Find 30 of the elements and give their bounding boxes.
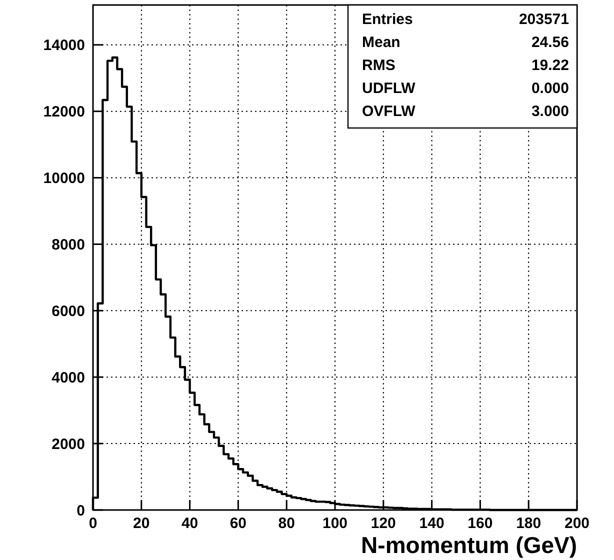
x-tick-label: 120 [370,515,396,532]
y-tick-label: 0 [76,502,85,520]
y-tick-label: 12000 [43,104,85,121]
x-axis-title: N-momentum (GeV) [361,532,577,558]
x-tick-label: 80 [278,515,295,532]
annotation: Mean [362,34,400,51]
x-tick-label: 0 [88,515,98,532]
annotation: 203571 [518,11,569,28]
y-tick-label: 4000 [52,369,85,386]
annotation: 24.56 [531,34,569,51]
annotation: OVFLW [362,103,416,120]
annotation: 3.000 [531,103,569,120]
x-tick-label: 40 [181,515,198,532]
x-tick-label: 140 [419,515,444,532]
y-tick-label: 14000 [43,37,85,54]
y-tick-label: 8000 [52,236,85,254]
x-tick-label: 100 [322,515,348,532]
y-tick-label: 2000 [52,436,85,453]
annotation: UDFLW [362,80,416,97]
y-tick-label: 6000 [52,302,85,320]
x-tick-label: 160 [468,515,493,532]
annotation: 19.22 [531,57,569,74]
y-tick-label: 10000 [43,170,85,188]
x-tick-label: 20 [133,515,150,532]
annotation: Entries [362,11,413,28]
annotation: 0.000 [531,80,569,97]
x-tick-label: 180 [516,515,542,532]
x-tick-label: 200 [564,515,590,532]
annotation: RMS [362,57,396,74]
x-tick-label: 60 [230,515,247,532]
